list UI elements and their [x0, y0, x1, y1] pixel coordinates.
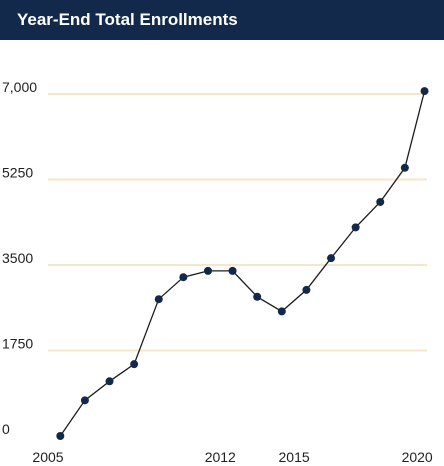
enrollment-series [56, 87, 429, 440]
x-tick-label-2005: 2005 [32, 449, 63, 465]
data-point-10 [302, 285, 311, 294]
data-point-9 [277, 307, 286, 316]
series-line [59, 90, 426, 437]
y-tick-label-1750: 1750 [2, 336, 33, 352]
data-point-2 [105, 377, 114, 386]
y-tick-label-3500: 3500 [2, 250, 33, 266]
data-point-7 [228, 266, 237, 275]
y-axis-ticks: 0 1750 3500 5250 7,000 [2, 79, 37, 437]
data-point-1 [80, 396, 89, 405]
data-point-0 [56, 432, 65, 440]
data-point-4 [154, 295, 163, 304]
y-tick-label-7000: 7,000 [2, 79, 37, 95]
x-tick-label-2020: 2020 [402, 449, 433, 465]
data-point-15 [420, 87, 429, 96]
x-axis-ticks: 2005 2012 2015 2020 [32, 449, 433, 465]
y-tick-label-5250: 5250 [2, 165, 33, 181]
chart-title: Year-End Total Enrollments [0, 0, 444, 40]
x-tick-label-2012: 2012 [205, 449, 236, 465]
y-tick-label-0: 0 [2, 421, 10, 437]
gridlines [48, 93, 427, 352]
data-point-13 [376, 197, 385, 206]
data-point-14 [400, 163, 409, 172]
data-point-8 [253, 292, 262, 301]
data-point-11 [327, 254, 336, 263]
x-tick-label-2015: 2015 [279, 449, 310, 465]
data-point-6 [203, 266, 212, 275]
data-point-3 [130, 360, 139, 369]
data-point-5 [179, 273, 188, 282]
data-point-12 [351, 223, 360, 232]
